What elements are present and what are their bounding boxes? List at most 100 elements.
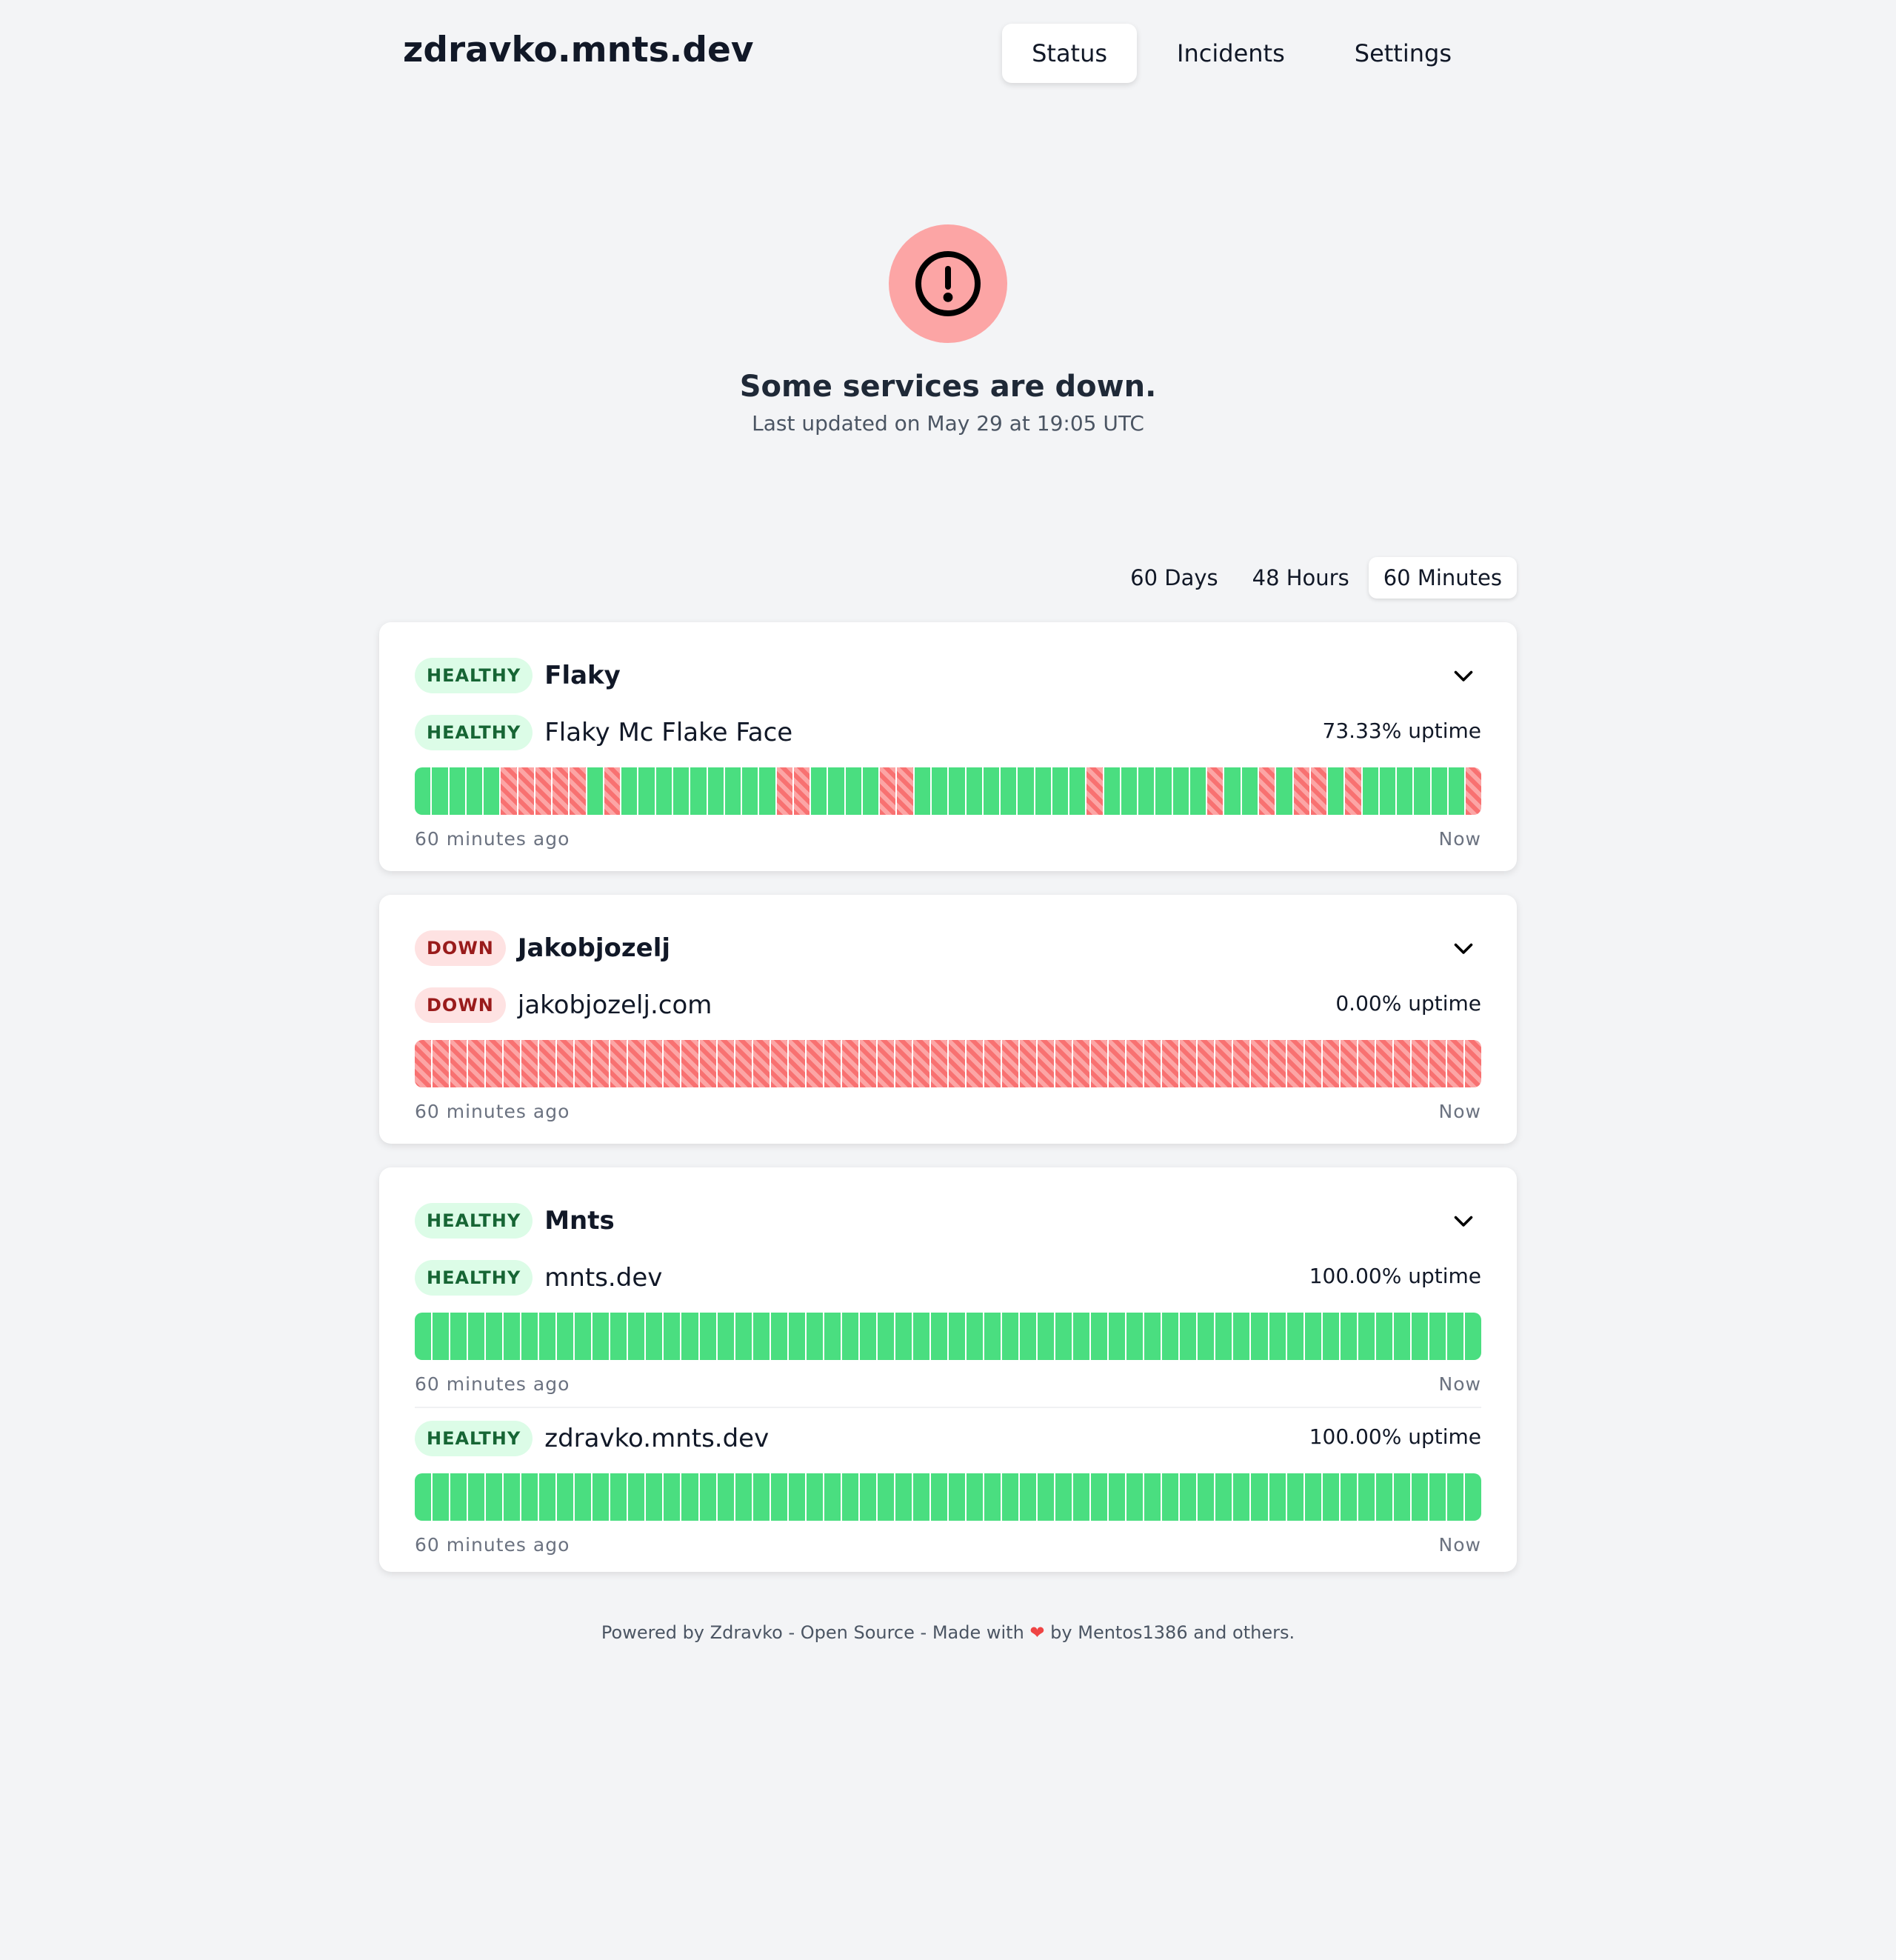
uptime-segment-up[interactable] (575, 1313, 593, 1360)
uptime-segment-down[interactable] (1411, 1040, 1429, 1087)
uptime-segment-up[interactable] (486, 1313, 504, 1360)
uptime-segment-up[interactable] (587, 767, 604, 815)
uptime-segment-up[interactable] (592, 1473, 611, 1521)
uptime-segment-up[interactable] (1411, 1313, 1429, 1360)
uptime-segment-up[interactable] (1448, 767, 1466, 815)
uptime-segment-down[interactable] (553, 767, 570, 815)
uptime-segment-up[interactable] (735, 1473, 753, 1521)
uptime-segment-down[interactable] (930, 1040, 949, 1087)
uptime-segment-up[interactable] (450, 1473, 469, 1521)
uptime-segment-up[interactable] (1055, 1313, 1074, 1360)
uptime-segment-up[interactable] (859, 1473, 878, 1521)
uptime-segment-down[interactable] (1304, 1040, 1323, 1087)
uptime-segment-down[interactable] (1233, 1040, 1252, 1087)
uptime-segment-down[interactable] (841, 1040, 860, 1087)
uptime-segment-down[interactable] (1073, 1040, 1092, 1087)
uptime-segment-up[interactable] (1276, 767, 1294, 815)
uptime-segment-up[interactable] (948, 1473, 967, 1521)
uptime-segment-up[interactable] (1464, 1473, 1481, 1521)
uptime-segment-down[interactable] (880, 767, 898, 815)
group-header[interactable]: DOWN Jakobjozelj (415, 929, 1481, 967)
uptime-segment-up[interactable] (1429, 1473, 1447, 1521)
uptime-segment-down[interactable] (1393, 1040, 1412, 1087)
uptime-segment-down[interactable] (788, 1040, 807, 1087)
uptime-segment-down[interactable] (1215, 1040, 1234, 1087)
uptime-segment-down[interactable] (1345, 767, 1363, 815)
uptime-segment-up[interactable] (983, 767, 1001, 815)
uptime-segment-up[interactable] (557, 1473, 575, 1521)
uptime-segment-up[interactable] (1001, 767, 1018, 815)
uptime-segment-up[interactable] (610, 1313, 629, 1360)
uptime-segment-up[interactable] (806, 1313, 824, 1360)
uptime-segment-up[interactable] (1172, 767, 1190, 815)
uptime-segment-up[interactable] (575, 1473, 593, 1521)
uptime-segment-up[interactable] (1198, 1473, 1216, 1521)
uptime-segment-down[interactable] (1358, 1040, 1376, 1087)
uptime-segment-down[interactable] (521, 1040, 540, 1087)
uptime-segment-up[interactable] (1358, 1313, 1376, 1360)
uptime-segment-down[interactable] (752, 1040, 771, 1087)
uptime-segment-down[interactable] (1207, 767, 1225, 815)
uptime-segment-up[interactable] (717, 1313, 735, 1360)
uptime-segment-up[interactable] (984, 1473, 1003, 1521)
uptime-segment-up[interactable] (664, 1473, 682, 1521)
uptime-segment-up[interactable] (877, 1313, 895, 1360)
uptime-segment-up[interactable] (504, 1473, 522, 1521)
uptime-segment-up[interactable] (949, 767, 967, 815)
uptime-segment-down[interactable] (450, 1040, 469, 1087)
uptime-segment-down[interactable] (592, 1040, 611, 1087)
uptime-segment-up[interactable] (707, 767, 725, 815)
uptime-segment-down[interactable] (1286, 1040, 1305, 1087)
uptime-segment-down[interactable] (824, 1040, 842, 1087)
uptime-segment-down[interactable] (501, 767, 518, 815)
uptime-segment-down[interactable] (570, 767, 587, 815)
uptime-segment-up[interactable] (1126, 1313, 1145, 1360)
uptime-segment-down[interactable] (646, 1040, 664, 1087)
uptime-segment-down[interactable] (1340, 1040, 1358, 1087)
uptime-segment-up[interactable] (1304, 1473, 1323, 1521)
uptime-segment-up[interactable] (1073, 1473, 1092, 1521)
uptime-segment-up[interactable] (672, 767, 691, 815)
uptime-segment-up[interactable] (1121, 767, 1139, 815)
uptime-segment-down[interactable] (1259, 767, 1277, 815)
uptime-segment-up[interactable] (521, 1313, 540, 1360)
uptime-segment-up[interactable] (824, 1313, 842, 1360)
uptime-segment-up[interactable] (717, 1473, 735, 1521)
uptime-segment-down[interactable] (610, 1040, 629, 1087)
uptime-segment-up[interactable] (930, 1473, 949, 1521)
uptime-segment-down[interactable] (948, 1040, 967, 1087)
uptime-segment-down[interactable] (1020, 1040, 1038, 1087)
uptime-segment-up[interactable] (449, 767, 467, 815)
uptime-segment-up[interactable] (433, 1313, 451, 1360)
uptime-segment-down[interactable] (1322, 1040, 1341, 1087)
uptime-segment-up[interactable] (1431, 767, 1449, 815)
uptime-segment-down[interactable] (1109, 1040, 1127, 1087)
uptime-segment-up[interactable] (504, 1313, 522, 1360)
uptime-segment-down[interactable] (1126, 1040, 1145, 1087)
uptime-segment-down[interactable] (518, 767, 535, 815)
range-60-days[interactable]: 60 Days (1130, 565, 1218, 590)
uptime-segment-up[interactable] (735, 1313, 753, 1360)
uptime-segment-up[interactable] (931, 767, 949, 815)
uptime-segment-up[interactable] (1069, 767, 1087, 815)
uptime-segment-down[interactable] (984, 1040, 1003, 1087)
uptime-segment-up[interactable] (1429, 1313, 1447, 1360)
uptime-segment-down[interactable] (735, 1040, 753, 1087)
uptime-segment-up[interactable] (1375, 1313, 1394, 1360)
uptime-segment-down[interactable] (415, 1040, 433, 1087)
uptime-segment-up[interactable] (895, 1313, 913, 1360)
uptime-segment-up[interactable] (966, 767, 984, 815)
uptime-segment-up[interactable] (1138, 767, 1156, 815)
uptime-segment-up[interactable] (468, 1313, 487, 1360)
range-48-hours[interactable]: 48 Hours (1252, 565, 1349, 590)
uptime-segment-up[interactable] (1340, 1313, 1358, 1360)
uptime-segment-up[interactable] (1055, 1473, 1074, 1521)
uptime-segment-up[interactable] (1126, 1473, 1145, 1521)
uptime-segment-up[interactable] (724, 767, 743, 815)
uptime-segment-up[interactable] (1020, 1313, 1038, 1360)
uptime-segment-down[interactable] (557, 1040, 575, 1087)
uptime-segment-up[interactable] (433, 1473, 451, 1521)
uptime-segment-down[interactable] (1038, 1040, 1056, 1087)
group-header[interactable]: HEALTHY Mnts (415, 1201, 1481, 1240)
uptime-segment-up[interactable] (752, 1473, 771, 1521)
